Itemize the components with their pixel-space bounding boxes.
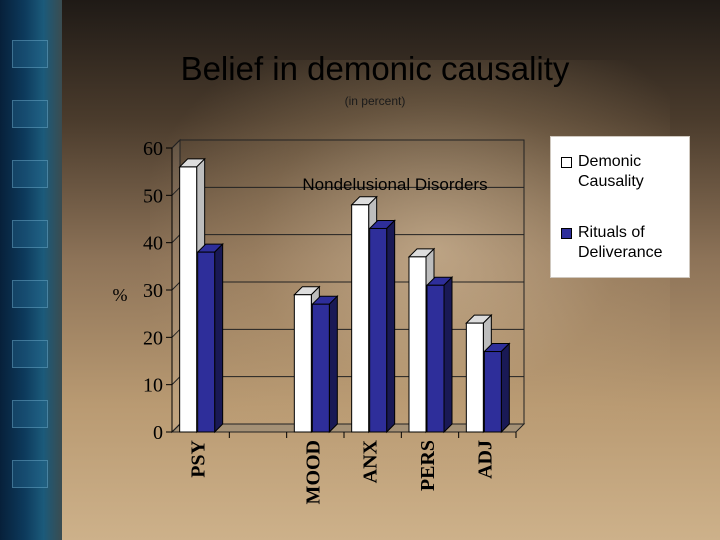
legend-swatch-rituals (561, 228, 572, 239)
y-tick-label: 10 (143, 375, 163, 397)
gridline (171, 234, 524, 244)
gridline (171, 139, 524, 149)
chart-axes (166, 147, 517, 438)
y-tick-label: 30 (143, 280, 163, 302)
bar-demonic-causality-anx (351, 204, 370, 433)
y-tick-label: 0 (153, 422, 163, 444)
slide-subtitle: (in percent) (344, 94, 406, 108)
legend-label-rituals: Rituals of Deliverance (578, 224, 663, 261)
y-tick-label: 50 (143, 185, 163, 207)
x-tick-label: ADJ (474, 440, 496, 479)
bar-rituals-of-deliverance-anx (369, 227, 388, 433)
bar-rituals-of-deliverance-pers (426, 284, 445, 433)
bar-side-face (214, 242, 224, 434)
x-tick-label: PSY (188, 439, 210, 477)
legend-item-rituals: Rituals of Deliverance (561, 223, 688, 263)
x-tick-label: MOOD (302, 440, 324, 504)
legend-label-demonic: Demonic Causality (578, 153, 644, 190)
y-tick-label: 20 (143, 327, 163, 349)
legend-item-demonic: Demonic Causality (561, 152, 688, 192)
slide-title: Belief in demonic causality (180, 50, 570, 87)
bar-side-face (500, 342, 510, 434)
chart-bars (178, 157, 511, 434)
bar-demonic-causality-adj (465, 322, 484, 433)
x-tick-label: PERS (417, 440, 439, 491)
bar-side-face (443, 276, 453, 434)
stained-glass-strip (0, 0, 62, 540)
gridline (171, 281, 524, 291)
bar-rituals-of-deliverance-adj (483, 351, 502, 433)
bar-demonic-causality-pers (408, 256, 427, 433)
bar-rituals-of-deliverance-psy (197, 251, 216, 433)
legend-swatch-demonic (561, 157, 572, 168)
bar-side-face (386, 219, 396, 434)
chart-title: Nondelusional Disorders (302, 175, 487, 194)
chart-labels: 0 10 20 30 40 50 60 PSY MOOD ANX PERS ADJ (143, 138, 496, 504)
chart-legend: Demonic Causality Rituals of Deliverance (550, 136, 690, 278)
y-tick-label: 60 (143, 138, 163, 160)
bar-demonic-causality-psy (179, 166, 198, 433)
bar-rituals-of-deliverance-mood (311, 303, 330, 433)
y-axis-label: % (113, 285, 128, 305)
bar-side-face (328, 294, 338, 434)
bar-demonic-causality-mood (293, 294, 312, 433)
x-tick-label: ANX (360, 439, 382, 483)
y-tick-label: 40 (143, 233, 163, 255)
